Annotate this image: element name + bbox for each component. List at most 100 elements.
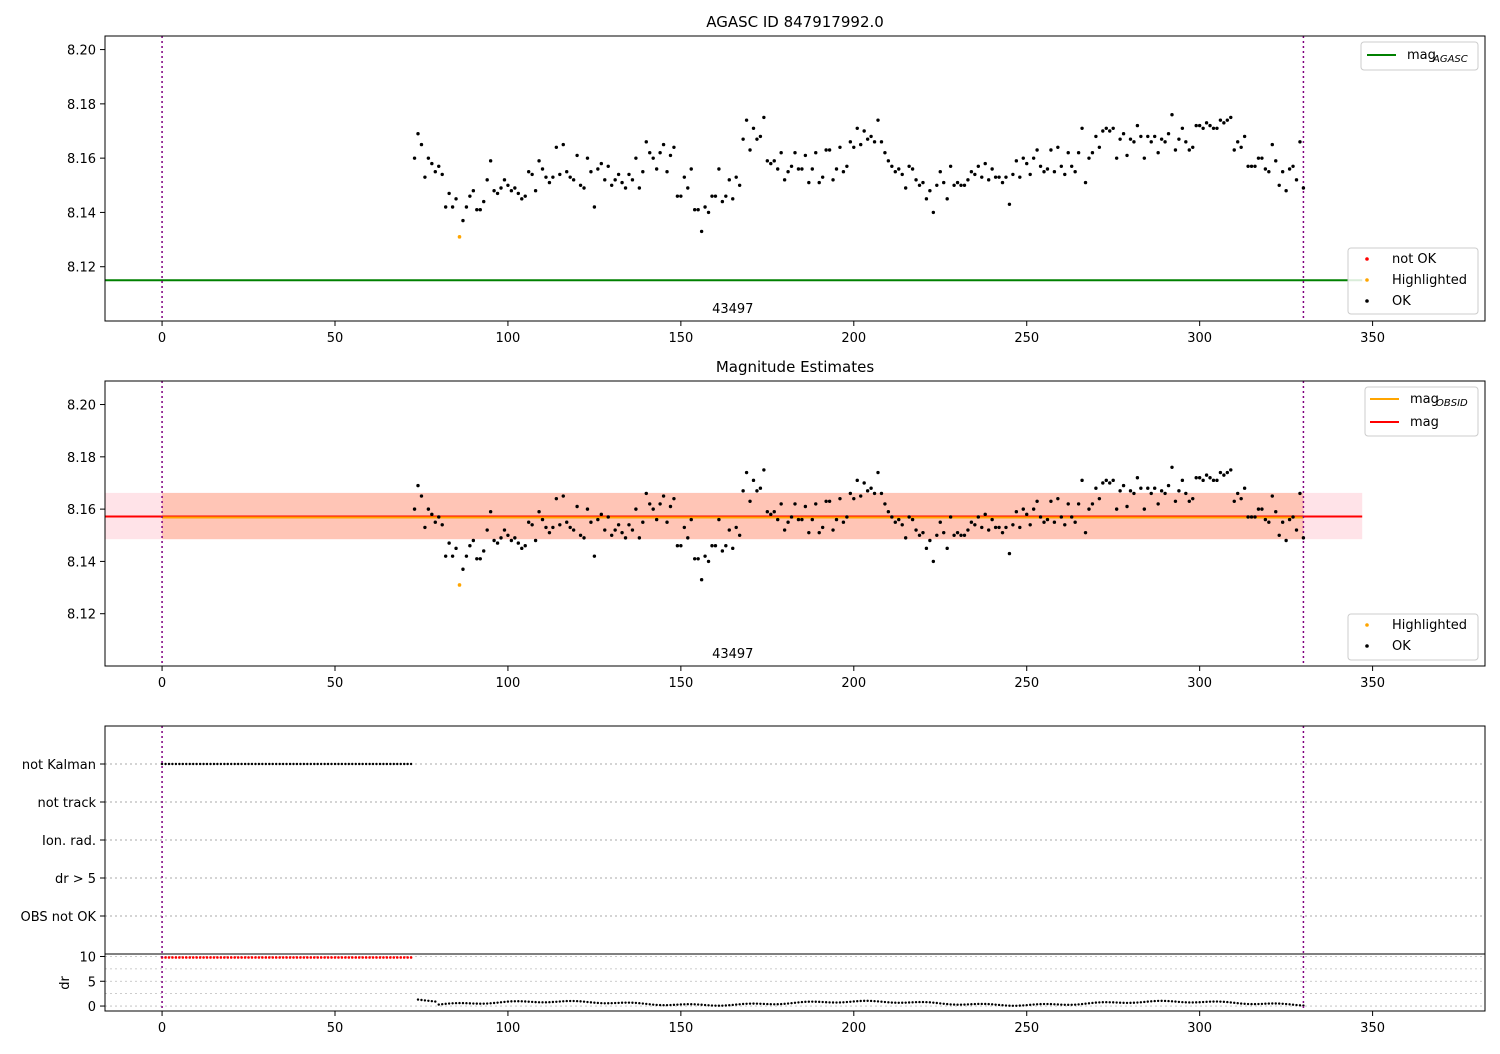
ok-point: [620, 180, 624, 185]
dr-ok-point: [1077, 1003, 1080, 1006]
ok-point: [1249, 164, 1254, 168]
ok-point: [1049, 148, 1053, 152]
dr-ok-point: [1281, 1002, 1284, 1005]
flag-point: [219, 762, 223, 766]
ok-point: [890, 164, 894, 168]
dr-ok-point: [1288, 1003, 1291, 1006]
ok-point: [872, 491, 877, 496]
dr-ok-point: [517, 1000, 520, 1003]
dr-ok-point: [506, 1000, 510, 1003]
dr-ok-point: [676, 1003, 679, 1006]
ok-point: [1284, 538, 1288, 543]
ok-point: [800, 167, 804, 171]
ok-point: [879, 140, 884, 144]
ok-point: [935, 183, 939, 187]
ok-point: [1094, 486, 1098, 490]
y-tick-label: 8.16: [67, 152, 96, 167]
ok-point: [1094, 134, 1098, 139]
ok-point: [606, 164, 610, 168]
ok-point: [793, 151, 797, 155]
flag-point: [354, 762, 357, 766]
dr-bad-point: [333, 956, 337, 959]
y-tick-label: 8.14: [67, 206, 96, 221]
dr-ok-point: [1011, 1004, 1015, 1007]
dr-ok-point: [1153, 999, 1156, 1003]
flag-point: [281, 762, 285, 766]
ok-point: [1132, 140, 1136, 144]
ok-point: [824, 148, 828, 152]
dr-ok-point: [510, 1000, 513, 1003]
dr-bad-point: [330, 956, 333, 959]
dr-tick-label: 5: [88, 975, 96, 990]
dr-ok-point: [454, 1001, 458, 1005]
dr-ok-point: [582, 1000, 586, 1003]
dr-ok-point: [1236, 1002, 1239, 1005]
ok-point: [443, 205, 448, 209]
ok-point: [769, 512, 773, 517]
dr-ok-point: [1022, 1004, 1025, 1007]
ok-point: [945, 546, 949, 551]
ok-point: [1128, 489, 1133, 493]
ok-point: [1201, 478, 1205, 483]
dr-ok-point: [1170, 1000, 1174, 1003]
ok-point: [1159, 489, 1164, 493]
ok-point: [679, 544, 683, 548]
dr-ok-point: [568, 999, 572, 1003]
ok-point: [720, 199, 725, 204]
dr-ok-point: [963, 1003, 966, 1006]
dr-bad-point: [361, 956, 364, 959]
dr-bad-point: [281, 956, 285, 959]
dr-ok-point: [451, 1002, 454, 1005]
legend-box: [1347, 247, 1479, 315]
ok-point: [793, 502, 797, 506]
legend-marker: [1365, 644, 1369, 648]
flag-point: [160, 762, 164, 766]
x-tick-label: 300: [1187, 1021, 1212, 1036]
dr-ok-point: [703, 1003, 707, 1007]
ok-point: [1301, 186, 1306, 190]
dr-ok-point: [1139, 1001, 1143, 1004]
dr-ok-point: [925, 1000, 928, 1004]
dr-bad-point: [226, 956, 230, 959]
ok-point: [1197, 476, 1202, 480]
dr-ok-point: [579, 1000, 582, 1003]
y-tick-label: 8.20: [67, 44, 96, 59]
ok-point: [578, 183, 583, 187]
ok-point: [1263, 517, 1268, 522]
dr-bad-point: [233, 956, 236, 959]
ok-point: [966, 528, 970, 532]
ok-point: [935, 533, 939, 537]
ok-point: [921, 530, 925, 535]
ok-point: [903, 186, 908, 190]
ok-point: [1280, 520, 1285, 524]
ok-point: [1267, 170, 1271, 174]
dr-ok-point: [724, 1004, 728, 1007]
ok-point: [993, 525, 998, 530]
ok-point: [1246, 164, 1250, 168]
dr-ok-point: [738, 1003, 741, 1006]
ok-point: [928, 538, 932, 543]
ok-point: [924, 197, 929, 201]
dr-bad-point: [191, 956, 195, 959]
ok-point: [537, 159, 541, 163]
ok-point: [430, 161, 434, 166]
ok-point: [585, 156, 590, 160]
ok-point: [540, 517, 545, 522]
flag-point: [202, 762, 205, 766]
dr-ok-point: [1184, 1001, 1188, 1004]
ok-point: [437, 164, 441, 168]
ok-point: [637, 536, 642, 540]
ok-point: [485, 528, 489, 532]
flag-point: [288, 762, 292, 766]
dr-ok-point: [766, 1002, 769, 1006]
dr-ok-point: [1098, 1001, 1101, 1004]
flag-point: [364, 762, 368, 766]
dr-ok-point: [1028, 1003, 1032, 1007]
ok-point: [879, 491, 884, 496]
ok-point: [575, 504, 579, 509]
dr-ok-point: [1091, 1001, 1094, 1005]
ok-point: [585, 507, 590, 511]
dr-ok-point: [973, 1002, 977, 1006]
ok-point: [1011, 172, 1015, 177]
